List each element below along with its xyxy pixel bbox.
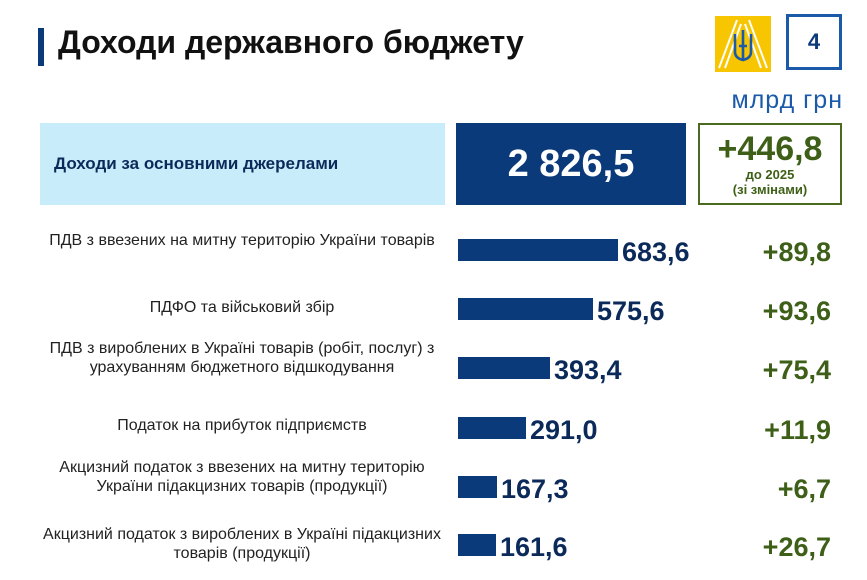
bar	[458, 357, 550, 379]
change-value-label: +89,8	[762, 237, 831, 267]
category-label: Податок на прибуток підприємств	[117, 417, 367, 434]
change-value-label: +26,7	[762, 532, 831, 562]
unit-label: млрд грн	[731, 86, 843, 114]
bar-value-label: 575,6	[597, 296, 665, 326]
bar	[458, 534, 496, 556]
title-accent-bar	[38, 28, 44, 66]
change-value-label: +6,7	[777, 474, 831, 504]
bar-value-label: 161,6	[500, 532, 568, 562]
summary-change-value: +446,8	[717, 130, 823, 168]
bar-value-label: 393,4	[554, 355, 622, 385]
change-value-label: +75,4	[762, 355, 831, 385]
bar-value-label: 167,3	[501, 474, 569, 504]
category-label: Акцизний податок з ввезених на митну тер…	[59, 459, 425, 495]
bar-value-label: 683,6	[622, 237, 690, 267]
category-label: Акцизний податок з вироблених в Україні …	[43, 526, 441, 562]
page-title: Доходи державного бюджету	[58, 24, 524, 60]
change-value-label: +93,6	[762, 296, 831, 326]
bar	[458, 239, 618, 261]
summary-change-note: до 2025	[745, 167, 795, 182]
bar	[458, 476, 497, 498]
category-label: ПДВ з ввезених на митну територію Україн…	[49, 232, 435, 249]
category-label: ПДВ з вироблених в Україні товарів (робі…	[49, 340, 435, 376]
bar	[458, 298, 593, 320]
summary-label-text: Доходи за основними джерелами	[54, 154, 339, 173]
change-value-label: +11,9	[764, 415, 831, 445]
summary-label: Доходи за основними джерелами	[40, 123, 445, 205]
page-number-badge: 4	[786, 14, 842, 70]
summary-total: 2 826,5	[456, 123, 686, 205]
trident-emblem-icon	[715, 16, 771, 72]
bar-value-label: 291,0	[530, 415, 598, 445]
category-label: ПДФО та військовий збір	[149, 299, 335, 316]
summary-change-note-sub: (зі змінами)	[732, 182, 808, 197]
bar	[458, 417, 526, 439]
summary-change-box: +446,8 до 2025 (зі змінами)	[698, 123, 842, 205]
